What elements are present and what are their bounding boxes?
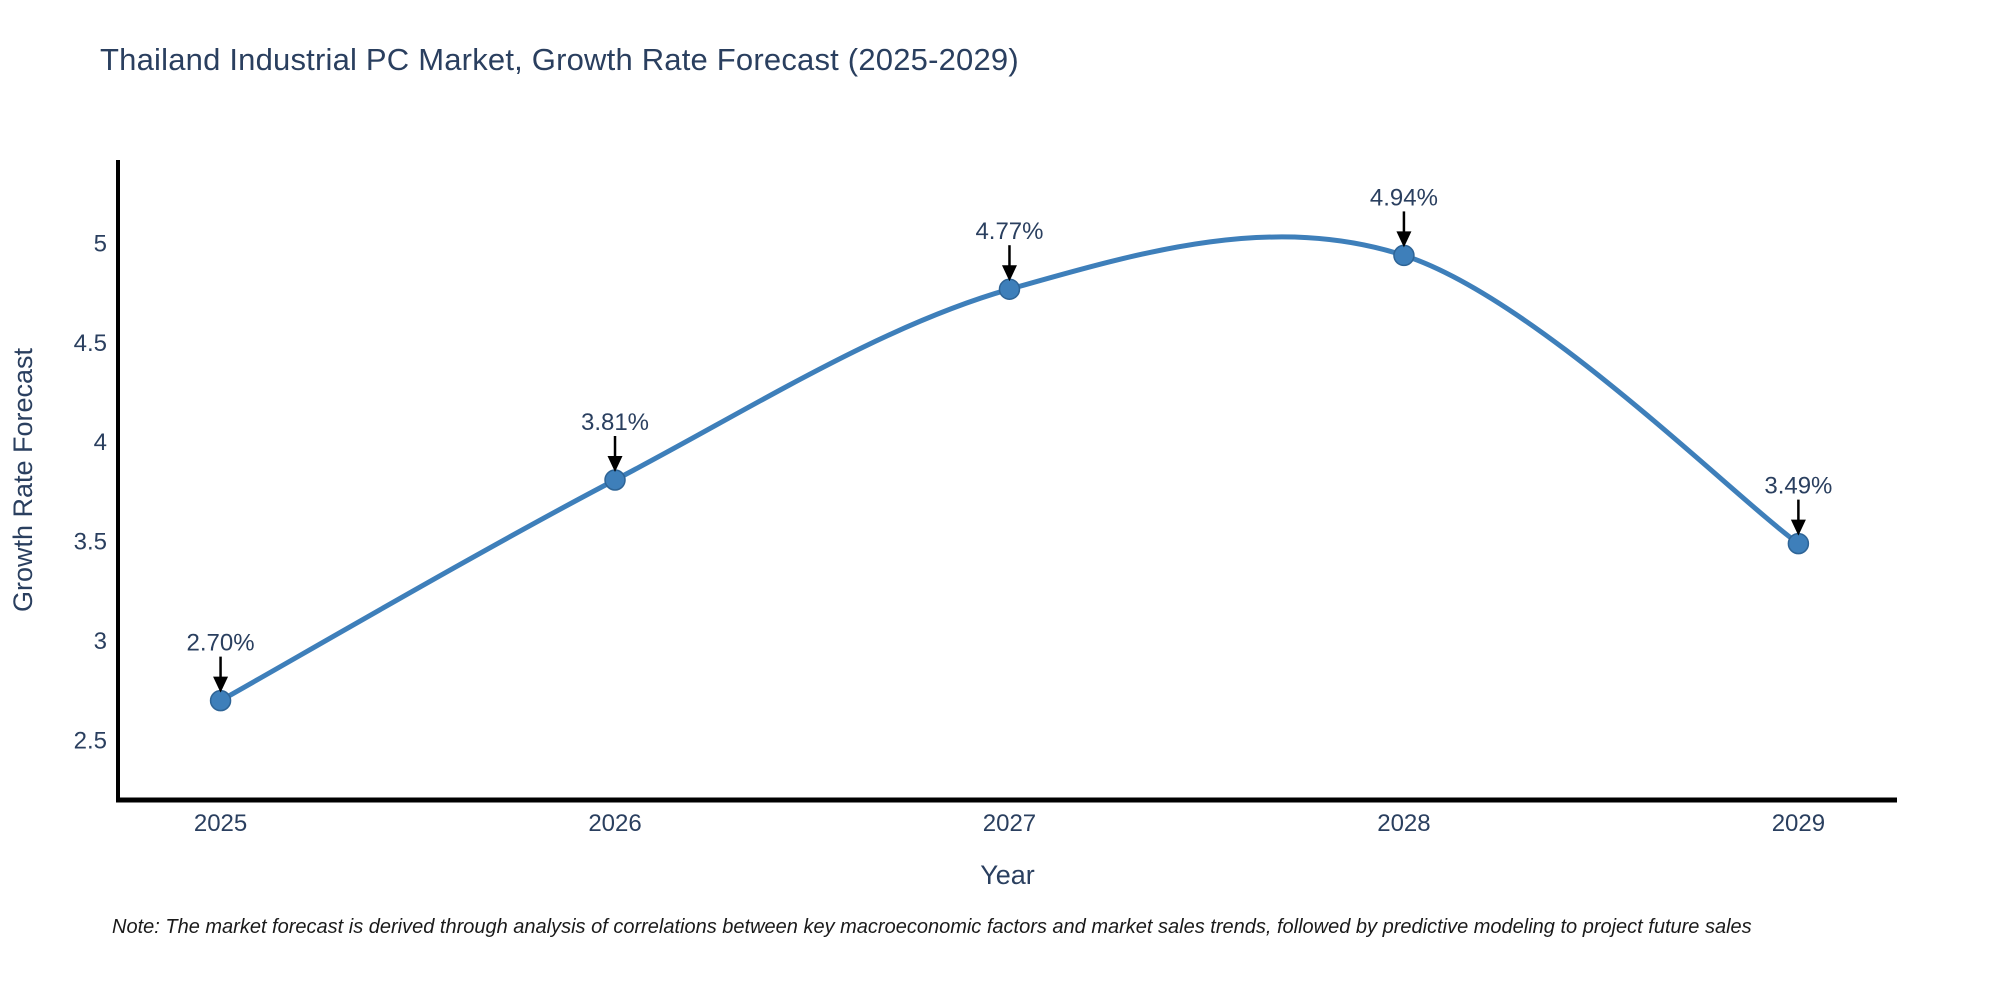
y-tick-label: 3.5 bbox=[74, 529, 107, 556]
x-axis-title: Year bbox=[980, 860, 1035, 890]
annotation-label: 3.49% bbox=[1764, 473, 1832, 500]
x-tick-label: 2026 bbox=[588, 810, 641, 837]
y-tick-label: 4 bbox=[94, 429, 107, 456]
x-tick-label: 2025 bbox=[194, 810, 247, 837]
data-point-marker[interactable] bbox=[1787, 532, 1810, 555]
annotation-label: 3.81% bbox=[581, 409, 649, 436]
annotation-arrowhead bbox=[1790, 519, 1806, 536]
line-series bbox=[218, 234, 1801, 704]
annotation-label: 2.70% bbox=[187, 630, 255, 657]
annotation-label: 4.94% bbox=[1370, 184, 1438, 211]
y-axis-title: Growth Rate Forecast bbox=[8, 347, 38, 612]
data-point-marker[interactable] bbox=[604, 469, 626, 491]
data-point-marker[interactable] bbox=[998, 278, 1021, 300]
x-tick-label: 2028 bbox=[1377, 810, 1430, 837]
chart-title: Thailand Industrial PC Market, Growth Ra… bbox=[100, 42, 1019, 77]
x-tick-label: 2027 bbox=[983, 810, 1036, 837]
footnote: Note: The market forecast is derived thr… bbox=[112, 916, 1752, 938]
y-tick-label: 3 bbox=[94, 628, 107, 655]
y-tick-label: 5 bbox=[94, 230, 107, 257]
annotation-arrowhead bbox=[213, 676, 229, 693]
y-tick-label: 2.5 bbox=[74, 727, 107, 754]
data-point-marker[interactable] bbox=[1393, 244, 1415, 267]
annotation-arrowhead bbox=[1396, 231, 1412, 248]
x-tick-label: 2029 bbox=[1772, 810, 1825, 837]
data-point-marker[interactable] bbox=[209, 689, 232, 712]
y-tick-label: 4.5 bbox=[74, 330, 107, 357]
annotation-arrowhead bbox=[607, 456, 623, 472]
annotation-arrowhead bbox=[1001, 265, 1017, 282]
annotation-label: 4.77% bbox=[975, 218, 1043, 245]
